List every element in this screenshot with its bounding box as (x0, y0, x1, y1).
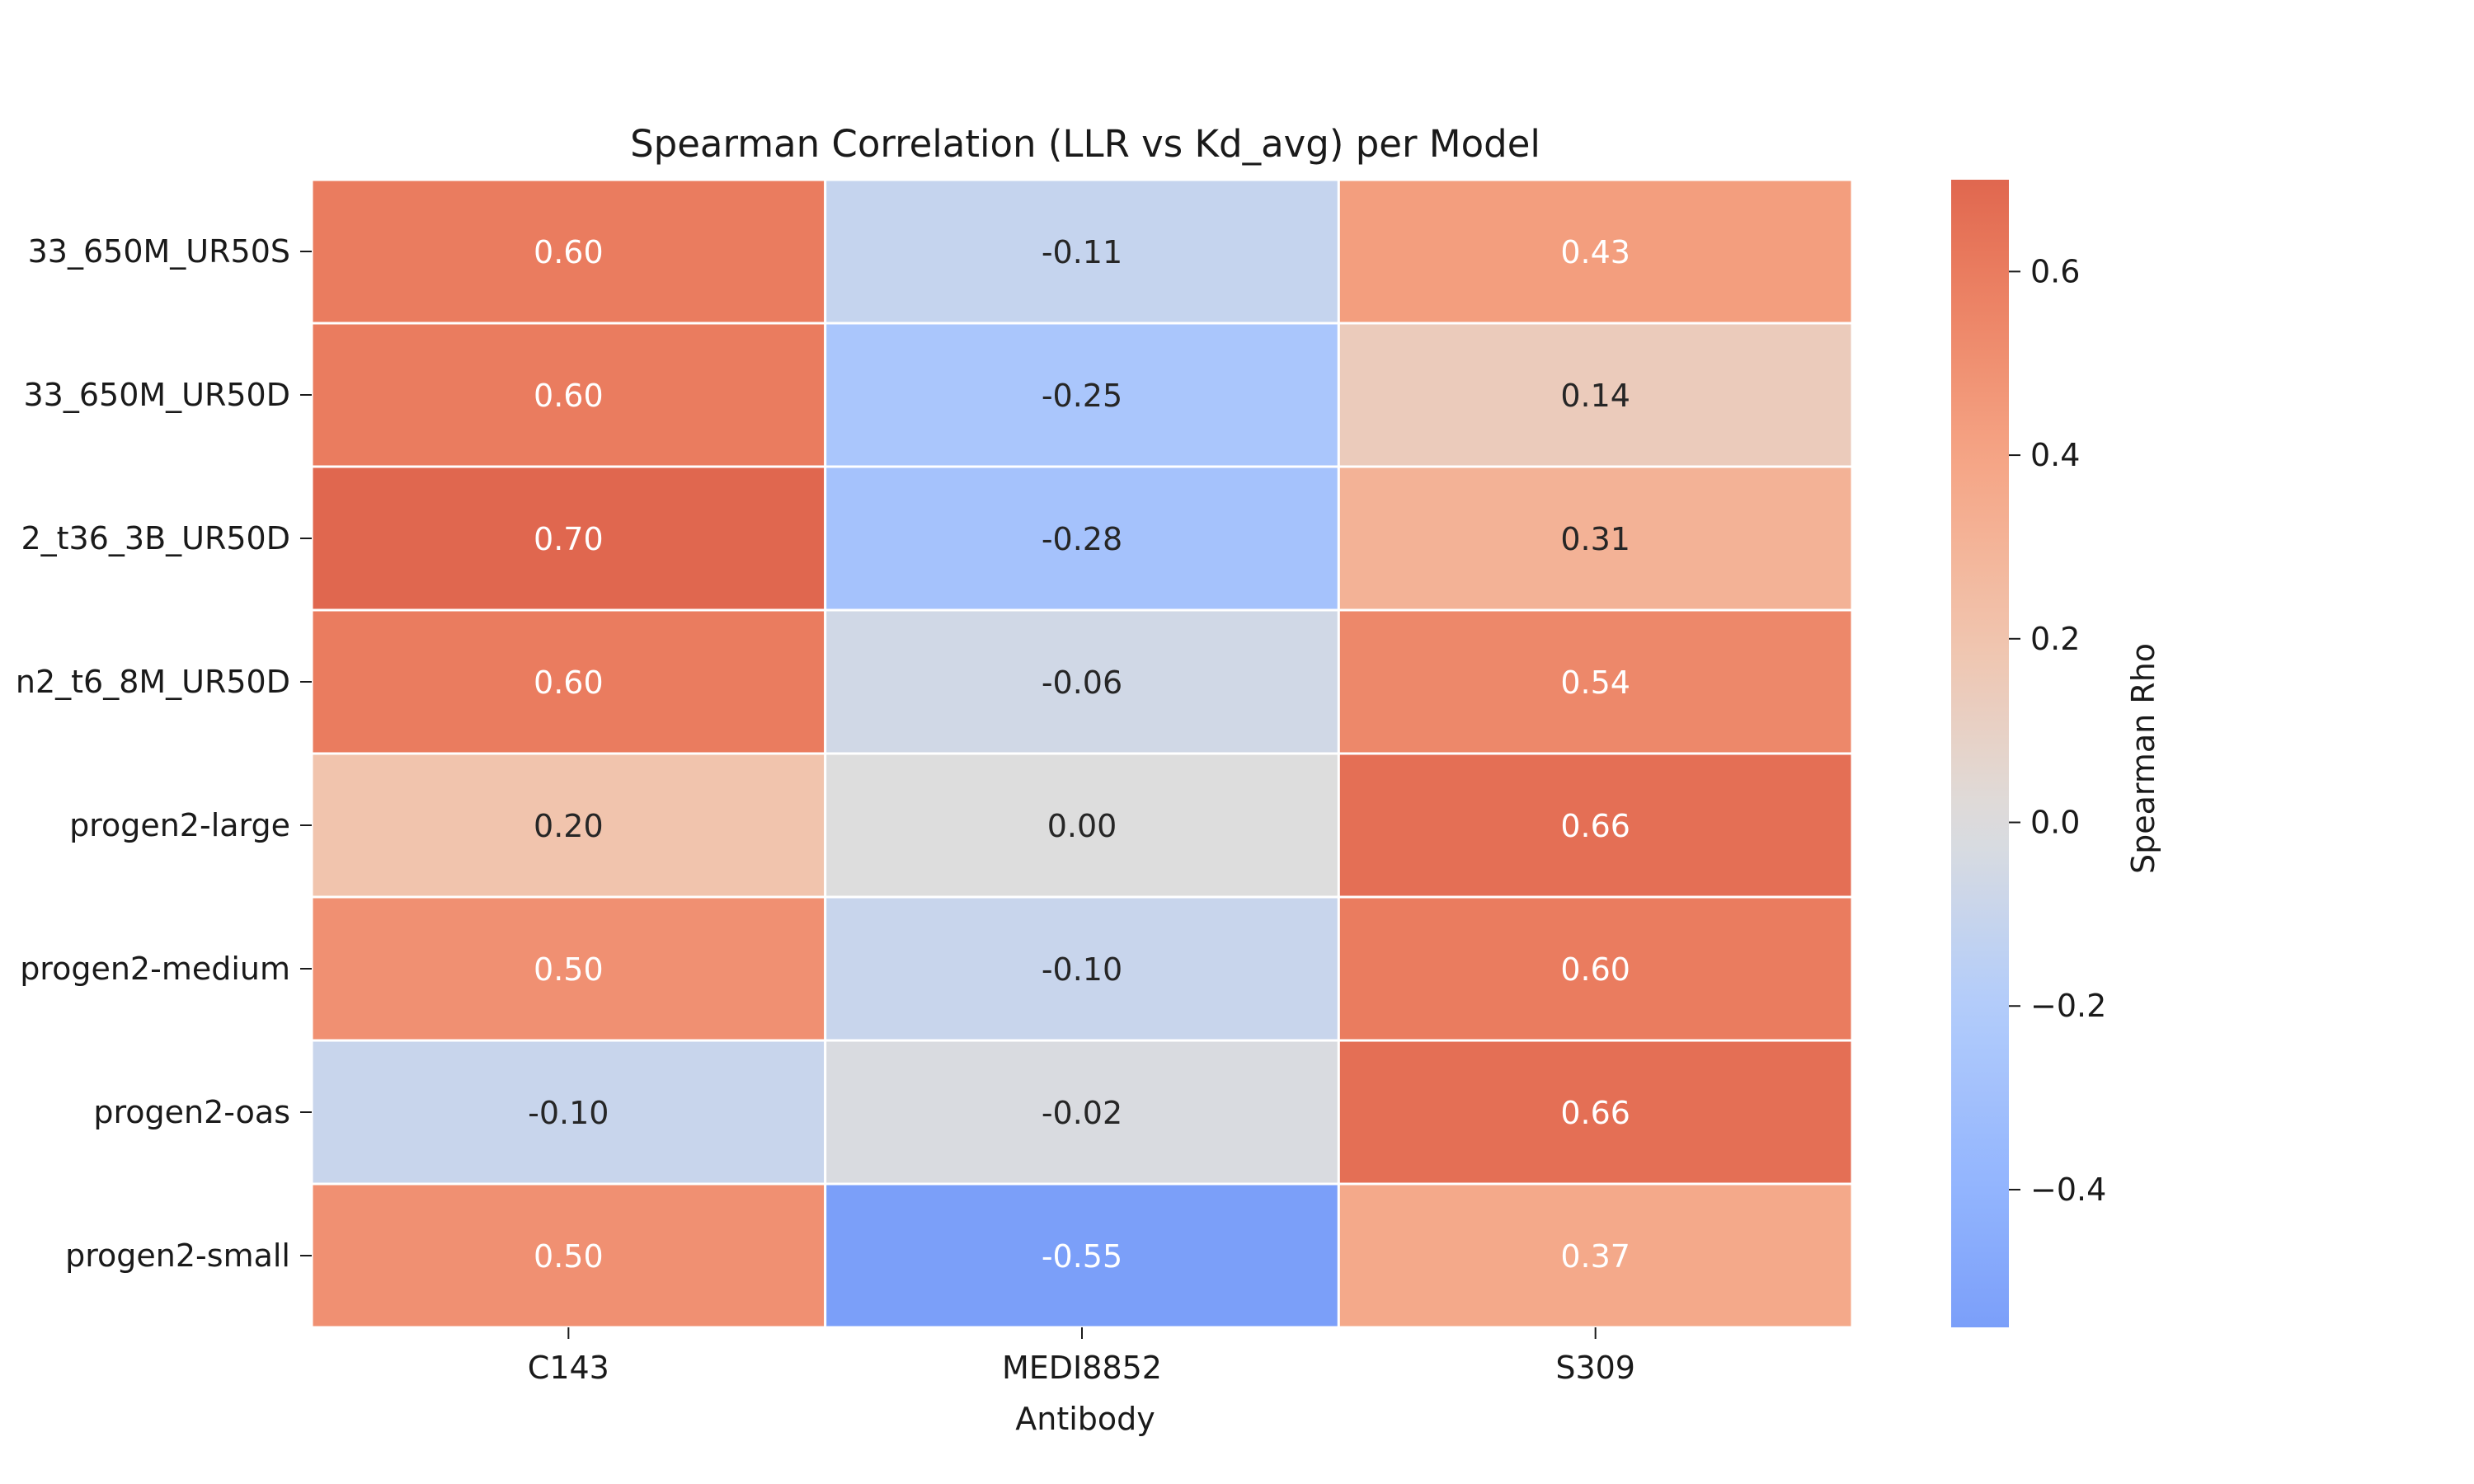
cell-value-label: 0.60 (534, 665, 604, 701)
cell-value-label: -0.11 (1042, 234, 1122, 270)
heatmap-cell (824, 1039, 1340, 1186)
cell-value-label: 0.43 (1560, 234, 1630, 270)
heatmap-cell (824, 465, 1340, 612)
cell-value-label: -0.10 (528, 1095, 609, 1131)
cell-value-label: 0.60 (534, 234, 604, 270)
heatmap-cell (1337, 752, 1854, 899)
colorbar-tick-label: −0.4 (2030, 1172, 2106, 1208)
row-label: n2_t6_8M_UR50D (16, 664, 290, 700)
row-label: progen2-small (65, 1237, 290, 1274)
row-label: 2_t36_3B_UR50D (21, 520, 290, 556)
cell-value-label: 0.20 (534, 808, 604, 844)
cell-value-label: -0.28 (1042, 521, 1122, 557)
heatmap-cell (1337, 1039, 1854, 1186)
cell-value-label: 0.31 (1560, 521, 1630, 557)
cell-value-label: 0.54 (1560, 665, 1630, 701)
cell-value-label: 0.00 (1047, 808, 1117, 844)
colorbar-gradient (1951, 180, 2009, 1327)
colorbar-tick-label: 0.6 (2030, 253, 2080, 289)
cell-value-label: -0.10 (1042, 951, 1122, 988)
heatmap-cell (310, 178, 827, 325)
row-label: progen2-oas (93, 1094, 290, 1130)
row-label: progen2-large (69, 807, 290, 843)
colorbar-tick-label: 0.2 (2030, 621, 2080, 657)
cell-value-label: 0.14 (1560, 378, 1630, 414)
colorbar-tick-label: 0.4 (2030, 437, 2080, 473)
heatmap-cell (824, 322, 1340, 468)
cell-value-label: 0.66 (1560, 808, 1630, 844)
heatmap-cell (824, 752, 1340, 899)
heatmap-cell (1337, 1182, 1854, 1329)
colorbar-label: Spearman Rho (2125, 643, 2161, 874)
colorbar-tick-label: −0.2 (2030, 988, 2106, 1024)
heatmap-cell (824, 178, 1340, 325)
cell-value-label: 0.60 (1560, 951, 1630, 988)
column-label: C143 (528, 1350, 609, 1386)
heatmap-cell (824, 1182, 1340, 1329)
cell-value-label: -0.25 (1042, 378, 1122, 414)
row-label: 33_650M_UR50D (23, 377, 290, 413)
heatmap-cell (824, 895, 1340, 1042)
column-label: S309 (1555, 1350, 1635, 1386)
heatmap-cell (310, 322, 827, 468)
cell-value-label: -0.06 (1042, 665, 1122, 701)
cell-value-label: 0.66 (1560, 1095, 1630, 1131)
cell-value-label: 0.70 (534, 521, 604, 557)
heatmap-cells: 0.60 -0.11 0.43 0.60 -0.25 0.14 0.70 -0.28 0.31 0… (310, 178, 1854, 1329)
heatmap-cell (310, 752, 827, 899)
column-labels: C143 MEDI8852 S309 (528, 1327, 1635, 1386)
cell-value-label: 0.60 (534, 378, 604, 414)
cell-value-label: 0.50 (534, 1238, 604, 1275)
colorbar-tick-label: 0.0 (2030, 805, 2080, 841)
heatmap-cell (1337, 322, 1854, 468)
cell-value-label: -0.02 (1042, 1095, 1122, 1131)
heatmap-cell (1337, 178, 1854, 325)
heatmap-cell (1337, 608, 1854, 755)
row-label: 33_650M_UR50S (28, 233, 290, 270)
heatmap-cell (310, 608, 827, 755)
chart-title: Spearman Correlation (LLR vs Kd_avg) per… (630, 122, 1540, 166)
x-axis-label: Antibody (1015, 1401, 1155, 1437)
heatmap-cell (310, 1182, 827, 1329)
cell-value-label: 0.37 (1560, 1238, 1630, 1275)
cell-value-label: 0.50 (534, 951, 604, 988)
row-labels: 33_650M_UR50S 33_650M_UR50D 2_t36_3B_UR50D… (16, 233, 312, 1274)
cell-value-label: -0.55 (1042, 1238, 1122, 1275)
heatmap-cell (310, 1039, 827, 1186)
heatmap-cell (1337, 895, 1854, 1042)
column-label: MEDI8852 (1002, 1350, 1162, 1386)
row-label: progen2-medium (20, 951, 290, 987)
colorbar: −0.4 −0.2 0.0 0.2 0.4 0.6 (1951, 180, 2106, 1327)
